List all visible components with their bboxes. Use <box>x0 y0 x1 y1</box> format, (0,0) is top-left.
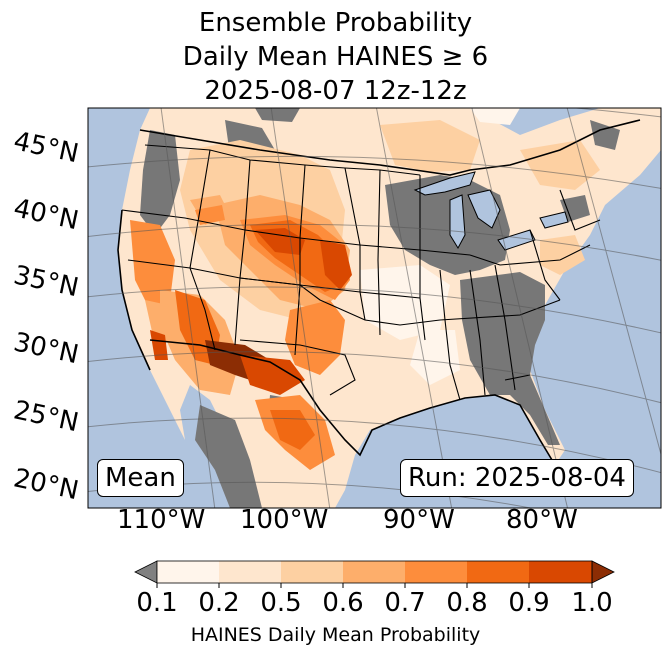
colorbar-tick-label: 0.2 <box>198 588 240 618</box>
lon-label-110: 110°W <box>117 505 206 535</box>
great-lakes <box>413 171 569 251</box>
colorbar-tick-label: 0.1 <box>136 588 178 618</box>
lon-label-100: 100°W <box>240 505 329 535</box>
colorbar-over-arrow <box>591 560 615 584</box>
colorbar-bin-2 <box>219 561 281 583</box>
map-frame <box>87 107 662 509</box>
colorbar <box>134 560 615 588</box>
colorbar-tick-label: 0.9 <box>508 588 550 618</box>
title-line-2: Daily Mean HAINES ≥ 6 <box>182 42 489 72</box>
colorbar-tick-label: 0.8 <box>446 588 488 618</box>
country-borders <box>117 119 641 466</box>
state-borders <box>121 144 601 401</box>
colorbar-ticks <box>156 583 593 588</box>
colorbar-tick-label: 0.6 <box>322 588 364 618</box>
colorbar-bin-5 <box>405 561 467 583</box>
mean-label-box: Mean <box>97 459 184 497</box>
colorbar-bin-4 <box>343 561 405 583</box>
title-line-1: Ensemble Probability <box>198 8 473 38</box>
colorbar-tick-label: 0.5 <box>260 588 302 618</box>
lon-label-80: 80°W <box>506 505 578 535</box>
colorbar-bin-7 <box>529 561 592 583</box>
colorbar-frame <box>156 560 593 584</box>
colorbar-bin-6 <box>467 561 529 583</box>
colorbar-bin-3 <box>281 561 343 583</box>
colorbar-under-arrow <box>134 560 158 584</box>
colorbar-tick-label: 1.0 <box>571 588 613 618</box>
title-line-3: 2025-08-07 12z-12z <box>204 76 467 106</box>
lon-label-90: 90°W <box>383 505 455 535</box>
colorbar-title: HAINES Daily Mean Probability <box>190 624 481 646</box>
run-date-box: Run: 2025-08-04 <box>400 459 634 497</box>
colorbar-tick-label: 0.7 <box>384 588 426 618</box>
map-body <box>88 108 661 508</box>
colorbar-bin-1 <box>157 561 219 583</box>
